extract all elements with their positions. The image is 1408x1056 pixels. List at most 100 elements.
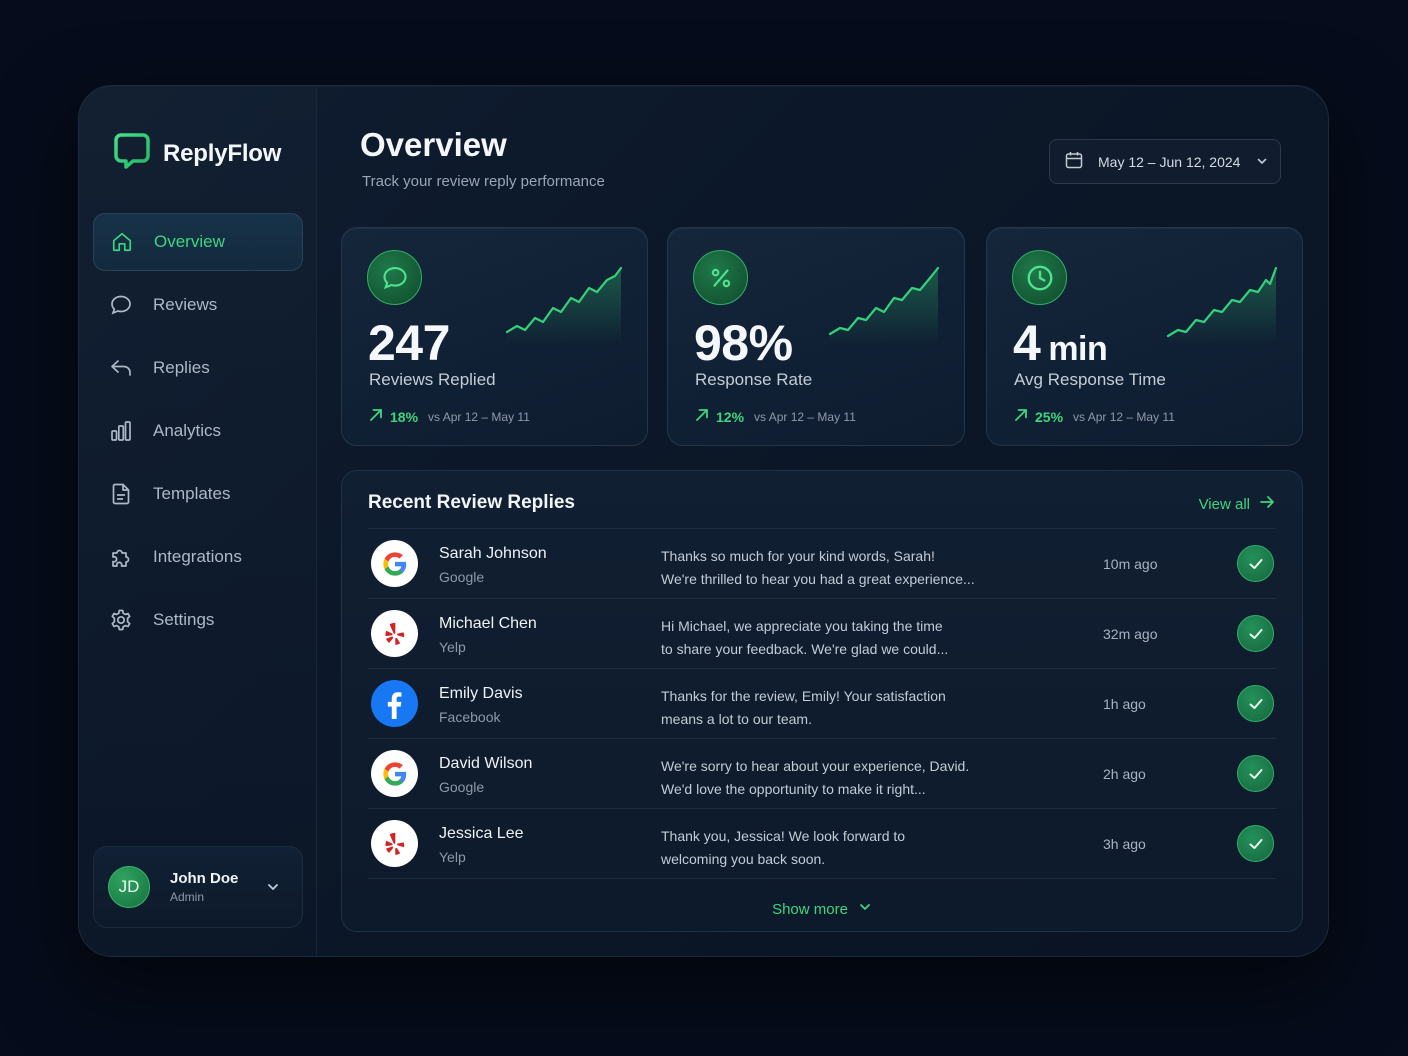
review-source: Google [439,569,485,585]
list-item[interactable]: Michael Chen Yelp Hi Michael, we appreci… [368,598,1276,668]
stat-label: Avg Response Time [1014,370,1166,389]
stat-label: Reviews Replied [369,370,496,389]
reviewer-name: Emily Davis [439,685,523,702]
check-icon [1237,685,1274,722]
reply-line: to share your feedback. We're glad we co… [661,641,949,657]
stat-card-avg-response-time: 4 min Avg Response Time 25% vs Apr 12 – M… [986,227,1303,446]
reply-time: 1h ago [1103,695,1146,712]
list-item[interactable]: David Wilson Google We're sorry to hear … [368,738,1276,808]
sidebar-item-label: Integrations [153,547,242,566]
chevron-down-icon [858,900,872,918]
view-all-link[interactable]: View all [1199,493,1276,515]
avatar: JD [108,866,150,908]
review-source: Yelp [439,849,466,865]
review-source: Facebook [439,709,501,725]
date-range-picker[interactable]: May 12 – Jun 12, 2024 [1049,139,1281,184]
google-icon [371,750,418,797]
reply-time: 10m ago [1103,555,1158,572]
sidebar-item-reviews[interactable]: Reviews [93,276,303,334]
trend-sparkline [828,266,940,344]
page-title: Overview [360,126,507,163]
reply-line: We'd love the opportunity to make it rig… [661,781,926,797]
arrow-up-right-icon [694,407,710,426]
check-icon [1237,825,1274,862]
check-icon [1237,615,1274,652]
stat-card-reviews-replied: 247 Reviews Replied 18% vs Apr 12 – May … [341,227,648,446]
sidebar-item-replies[interactable]: Replies [93,339,303,397]
sidebar: ReplyFlow Overview Reviews Replies [79,86,317,956]
facebook-icon [371,680,418,727]
sidebar-item-templates[interactable]: Templates [93,465,303,523]
reply-preview: We're sorry to hear about your experienc… [661,755,1001,801]
reply-arrow-icon [109,356,133,380]
percent-icon [693,250,748,305]
reply-line: Thank you, Jessica! We look forward to [661,828,906,844]
sidebar-item-integrations[interactable]: Integrations [93,528,303,586]
check-icon [1237,545,1274,582]
reply-line: Thanks so much for your kind words, Sara… [661,548,935,564]
stat-value: 4 min [1013,314,1108,372]
sidebar-item-label: Reviews [153,295,218,314]
yelp-icon [371,820,418,867]
reply-line: We're sorry to hear about your experienc… [661,758,970,774]
stat-change: 12% [716,408,745,425]
reviewer-name: David Wilson [439,755,533,772]
show-more-label: Show more [772,900,848,918]
reply-time: 3h ago [1103,835,1146,852]
stat-compare: vs Apr 12 – May 11 [754,409,856,424]
recent-replies-panel: Recent Review Replies View all Sarah Joh… [341,470,1303,932]
stat-trend: 18% vs Apr 12 – May 11 [368,407,530,426]
review-source: Yelp [439,639,466,655]
list-item[interactable]: Emily Davis Facebook Thanks for the revi… [368,668,1276,738]
sidebar-item-label: Templates [153,484,231,503]
sidebar-item-label: Analytics [153,421,222,440]
reply-time: 2h ago [1103,765,1146,782]
replies-list: Sarah Johnson Google Thanks so much for … [368,528,1276,879]
stat-number: 4 [1013,315,1041,371]
reviewer-name: Michael Chen [439,615,537,632]
stat-compare: vs Apr 12 – May 11 [428,409,530,424]
reply-line: Thanks for the review, Emily! Your satis… [661,688,946,704]
arrow-up-right-icon [1013,407,1029,426]
stat-unit: min [1048,330,1108,368]
replyflow-logo-icon [113,132,151,175]
chevron-down-icon[interactable] [266,880,280,899]
puzzle-icon [109,545,133,569]
sidebar-item-label: Settings [153,610,215,629]
gear-icon [109,608,133,632]
sidebar-item-settings[interactable]: Settings [93,591,303,649]
user-info: John Doe Admin [170,870,238,904]
list-item[interactable]: Sarah Johnson Google Thanks so much for … [368,528,1276,598]
arrow-up-right-icon [368,407,384,426]
chat-bubble-icon [367,250,422,305]
date-range-label: May 12 – Jun 12, 2024 [1098,153,1241,170]
reply-line: means a lot to our team. [661,711,812,727]
reply-preview: Hi Michael, we appreciate you taking the… [661,615,1001,661]
reply-preview: Thanks for the review, Emily! Your satis… [661,685,1001,731]
chat-bubble-icon [109,293,133,317]
document-icon [109,482,133,506]
check-icon [1237,755,1274,792]
review-source: Google [439,779,485,795]
stat-trend: 25% vs Apr 12 – May 11 [1013,407,1175,426]
sidebar-item-label: Overview [154,232,225,251]
reviewer-name: Jessica Lee [439,825,524,842]
sidebar-item-analytics[interactable]: Analytics [93,402,303,460]
yelp-icon [371,610,418,657]
arrow-right-icon [1258,493,1276,515]
page-subtitle: Track your review reply performance [362,173,605,190]
stat-card-response-rate: 98% Response Rate 12% vs Apr 12 – May 11 [667,227,965,446]
list-item[interactable]: Jessica Lee Yelp Thank you, Jessica! We … [368,808,1276,878]
stat-value: 247 [368,315,450,371]
stat-change: 25% [1035,408,1064,425]
reply-line: welcoming you back soon. [661,851,826,867]
user-menu[interactable]: JD John Doe Admin [93,846,303,928]
brand[interactable]: ReplyFlow [113,132,281,175]
clock-icon [1012,250,1067,305]
sidebar-item-overview[interactable]: Overview [93,213,303,271]
google-icon [371,540,418,587]
divider [368,878,1276,879]
show-more-button[interactable]: Show more [342,900,1302,918]
sidebar-nav: Overview Reviews Replies Analytics [93,213,303,654]
calendar-icon [1064,150,1084,173]
